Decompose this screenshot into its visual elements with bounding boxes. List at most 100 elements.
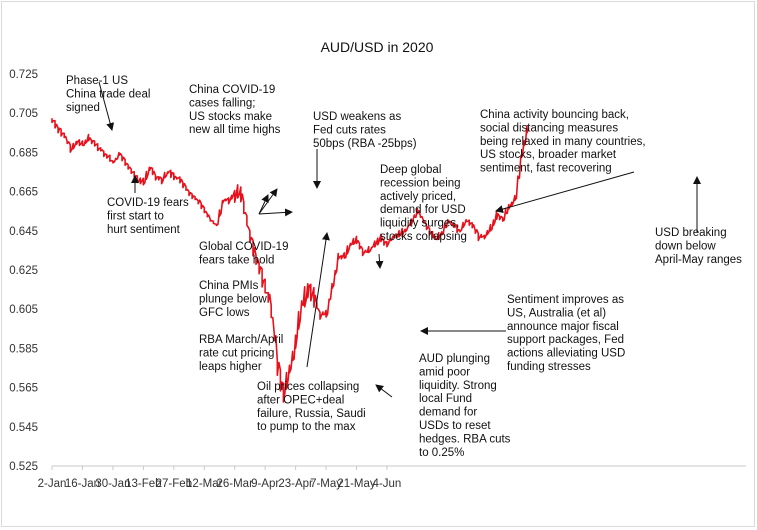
annotation-text: RBA March/April rate cut pricing leaps hig… — [199, 334, 283, 373]
annotation-line: announce major fiscal — [507, 321, 619, 333]
x-tick-label: 23-Apr — [278, 478, 313, 490]
annotation-line: USD weakens as — [313, 111, 401, 123]
annotation-arrow — [98, 81, 115, 131]
annotation-line: liquidity surges, — [380, 218, 459, 230]
y-tick-label: 0.525 — [9, 461, 38, 473]
annotation-arrow — [306, 232, 330, 368]
annotation-line: China activity bouncing back, — [480, 109, 629, 121]
annotation-line: Oil prices collapsing — [257, 381, 359, 393]
x-tick-label: 2-Jan — [38, 478, 67, 490]
annotation-line: China PMIs — [199, 280, 259, 292]
annotation-line: Phase-1 US — [66, 75, 128, 87]
y-tick-label: 0.565 — [9, 383, 38, 395]
series-group — [51, 118, 530, 403]
y-tick-label: 0.685 — [9, 147, 38, 159]
annotation-text: China PMIs plunge below GFC lows — [199, 280, 267, 319]
annotation-arrow — [258, 188, 278, 215]
y-tick-label: 0.605 — [9, 304, 38, 316]
annotation-arrow — [495, 171, 635, 213]
annotation-line: local Fund — [419, 393, 472, 405]
annotation-line: failure, Russia, Saudi — [257, 408, 366, 420]
x-tick-label: 4-Jun — [373, 478, 402, 490]
annotation-text: Sentiment improves as US, Australia (et a… — [507, 294, 625, 373]
annotation-line: rate cut pricing — [199, 347, 274, 359]
aud-usd-series-line — [51, 118, 530, 403]
annotations: Phase-1 US China trade deal signed China CO… — [66, 75, 742, 459]
annotation-text: Deep global recession being actively price… — [380, 164, 467, 243]
annotation-text: Global COVID-19 fears take hold — [199, 241, 288, 266]
annotation-text: Oil prices collapsing after OPEC+deal fail… — [257, 381, 366, 433]
annotation-line: to 0.25% — [419, 447, 464, 459]
chart-title: AUD/USD in 2020 — [321, 39, 434, 55]
annotation-line: recession being — [380, 177, 461, 189]
annotation-text: USD breaking down below April-May ranges — [655, 227, 742, 266]
annotation-line: plunge below — [199, 293, 267, 305]
annotation-line: support packages, Fed — [507, 334, 624, 346]
y-tick-label: 0.705 — [9, 108, 38, 120]
annotation-line: amid poor — [419, 366, 470, 378]
x-tick-label: 7-May — [310, 478, 342, 490]
x-tick-label: 30-Jan — [95, 478, 130, 490]
annotation-line: US stocks, broader market — [480, 149, 617, 161]
annotation-line: 50bps (RBA -25bps) — [313, 138, 417, 150]
annotation-line: Global COVID-19 — [199, 241, 288, 253]
annotation-arrow — [258, 194, 269, 215]
annotation-text: AUD plunging amid poor liquidity. Strong lo… — [419, 353, 511, 459]
annotation-line: Deep global — [380, 164, 441, 176]
annotation-arrow — [375, 384, 393, 398]
annotation-line: sentiment, fast recovering — [480, 163, 612, 175]
annotation-line: after OPEC+deal — [257, 394, 344, 406]
annotation-text: China COVID-19 cases falling; US stocks ma… — [189, 84, 281, 136]
annotation-line: down below — [655, 240, 716, 252]
annotation-line: actions alleviating USD — [507, 348, 625, 360]
annotation-line: US stocks make — [189, 111, 272, 123]
annotation-line: USD breaking — [655, 227, 727, 239]
annotation-line: liquidity. Strong — [419, 380, 497, 392]
annotation-line: cases falling; — [189, 97, 255, 109]
y-tick-labels: 0.725 0.705 0.685 0.665 0.645 0.625 0.605 0.585… — [9, 69, 38, 473]
annotation-line: Sentiment improves as — [507, 294, 624, 306]
annotation-line: RBA March/April — [199, 334, 283, 346]
annotation-line: USDs to reset — [419, 420, 491, 432]
y-tick-label: 0.645 — [9, 226, 38, 238]
x-tick-label: 13-Feb — [125, 478, 161, 490]
annotation-line: fears take hold — [199, 254, 274, 266]
annotation-line: China COVID-19 — [189, 84, 275, 96]
annotation-line: first start to — [107, 210, 164, 222]
annotation-line: stocks collapsing — [380, 231, 467, 243]
x-tick-label: 21-May — [337, 478, 376, 490]
annotation-line: Fed cuts rates — [313, 124, 386, 136]
y-tick-label: 0.625 — [9, 265, 38, 277]
y-tick-label: 0.585 — [9, 343, 38, 355]
x-tick-label: 9-Apr — [251, 478, 279, 490]
annotation-line: China trade deal — [66, 88, 150, 100]
annotation-line: AUD plunging — [419, 353, 490, 365]
annotation-arrow — [258, 208, 293, 217]
annotation-line: April-May ranges — [655, 254, 742, 266]
annotation-line: signed — [66, 102, 100, 114]
annotation-line: COVID-19 fears — [107, 197, 189, 209]
annotation-line: funding stresses — [507, 361, 591, 373]
annotation-text: China activity bouncing back, social dist… — [480, 109, 646, 175]
annotation-line: to pump to the max — [257, 421, 356, 433]
x-tick-label: 12-Mar — [186, 478, 223, 490]
annotation-line: GFC lows — [199, 307, 250, 319]
annotation-line: leaps higher — [199, 361, 262, 373]
annotation-text: COVID-19 fears first start to hurt sentime… — [107, 197, 189, 236]
annotation-line: being relaxed in many countries, — [480, 136, 646, 148]
y-tick-label: 0.545 — [9, 422, 38, 434]
x-tick-labels: 2-Jan16-Jan30-Jan13-Feb27-Feb12-Mar26-Ma… — [38, 466, 402, 490]
annotation-text: USD weakens as Fed cuts rates 50bps (RBA -… — [313, 111, 417, 150]
x-tick-label: 16-Jan — [65, 478, 100, 490]
y-tick-label: 0.665 — [9, 187, 38, 199]
annotation-line: hurt sentiment — [107, 224, 181, 236]
annotation-arrow — [375, 253, 384, 269]
annotation-line: actively priced, — [380, 191, 456, 203]
y-tick-label: 0.725 — [9, 69, 38, 81]
x-tick-label: 27-Feb — [156, 478, 192, 490]
annotation-line: US, Australia (et al) — [507, 307, 606, 319]
annotation-line: social distancing measures — [480, 122, 618, 134]
annotation-line: new all time highs — [189, 124, 281, 136]
